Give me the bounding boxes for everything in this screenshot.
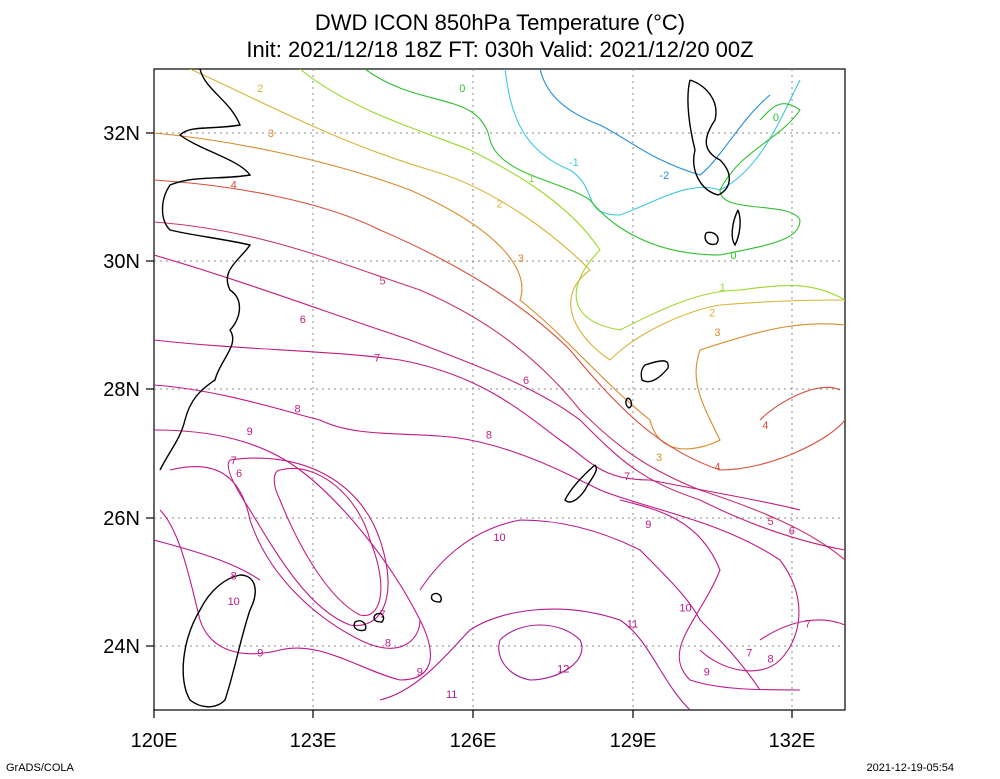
map-title: DWD ICON 850hPa Temperature (°C) <box>314 10 686 35</box>
isotherm-eleven <box>379 608 691 710</box>
contour-label: 9 <box>417 667 423 679</box>
x-tick-label: 129E <box>610 730 657 752</box>
x-tick-label: 120E <box>131 730 178 752</box>
contour-label: 10 <box>679 602 691 614</box>
contour-label: 0 <box>773 112 779 124</box>
isotherm-two <box>189 69 845 361</box>
isotherm-one <box>299 69 845 331</box>
contour-label: 1 <box>528 173 534 185</box>
isotherm-twelve <box>498 624 583 681</box>
isotherm-ten <box>154 519 761 691</box>
contour-label: 2 <box>257 83 263 95</box>
contour-label: 4 <box>762 420 768 432</box>
isotherm-eight <box>154 384 800 672</box>
contour-label: 1 <box>720 282 726 294</box>
contour-label: 10 <box>493 532 505 544</box>
china-coast <box>159 69 252 471</box>
contour-labels: -2-1000112223333444556666777777888889999… <box>228 83 811 701</box>
contour-label: 6 <box>523 375 529 387</box>
kyushu-coast <box>687 79 730 196</box>
isotherm-minus1 <box>504 69 801 216</box>
contour-label: 8 <box>294 404 300 416</box>
contour-label: 7 <box>805 619 811 631</box>
y-tick-label: 28N <box>103 379 140 401</box>
ishigaki-coast <box>353 612 385 632</box>
contour-label: 3 <box>268 128 274 140</box>
contour-label: 11 <box>446 689 457 701</box>
isotherm-seven <box>154 339 845 641</box>
contour-label: 6 <box>789 526 795 538</box>
contour-label: 9 <box>257 647 263 659</box>
contour-label: 7 <box>231 455 237 467</box>
contour-label: 0 <box>730 250 736 262</box>
isotherm-nine <box>154 429 801 691</box>
contour-label: 5 <box>380 276 386 288</box>
y-tick-label: 32N <box>103 123 140 145</box>
contour-label: 10 <box>228 596 240 608</box>
taiwan-coast <box>182 574 256 708</box>
contour-label: 8 <box>486 429 492 441</box>
contour-label: 3 <box>656 452 662 464</box>
isotherm-three <box>154 132 845 450</box>
isotherm-six <box>154 254 845 617</box>
isotherm-five <box>154 221 845 561</box>
contour-label: 8 <box>385 638 391 650</box>
isotherm-zero <box>364 69 801 256</box>
contour-label: 8 <box>231 570 237 582</box>
x-tick-label: 126E <box>450 730 497 752</box>
contour-label: 9 <box>247 426 253 438</box>
contour-label: 6 <box>236 468 242 480</box>
footer-credit: GrADS/COLA <box>6 762 74 774</box>
miyako-coast <box>430 592 442 603</box>
contour-label: 4 <box>231 179 237 191</box>
y-tick-label: 30N <box>103 251 140 273</box>
isotherm-minus2 <box>539 69 771 176</box>
contour-label: -2 <box>659 170 669 182</box>
contour-label: 3 <box>714 327 720 339</box>
grid-lines <box>154 69 845 710</box>
y-tick-label: 24N <box>103 636 140 658</box>
contour-label: 7 <box>624 471 630 483</box>
contour-label: 8 <box>768 654 774 666</box>
contour-label: 2 <box>709 308 715 320</box>
isotherm-lines <box>154 69 845 710</box>
x-tick-label: 123E <box>290 730 337 752</box>
contour-label: 7 <box>746 647 752 659</box>
contour-label: 12 <box>557 663 569 675</box>
contour-label: 0 <box>459 83 465 95</box>
daito-coast <box>625 397 633 409</box>
contour-label: 4 <box>714 461 720 473</box>
contour-label: 7 <box>374 352 380 364</box>
contour-label: 9 <box>704 667 710 679</box>
contour-label: 3 <box>518 253 524 265</box>
okinawa-coast <box>564 464 597 503</box>
contour-label: 7 <box>380 609 386 621</box>
footer-timestamp: 2021-12-19-05:54 <box>866 762 954 774</box>
x-tick-label: 132E <box>769 730 816 752</box>
contour-label: 11 <box>627 619 638 631</box>
tick-marks <box>146 132 793 718</box>
yakushima-coast <box>704 231 719 246</box>
tanegashima-coast <box>731 209 741 247</box>
contour-label: 6 <box>300 314 306 326</box>
amami-coast <box>640 360 669 383</box>
coastlines <box>159 69 741 708</box>
contour-label: 5 <box>768 516 774 528</box>
map-subtitle: Init: 2021/12/18 18Z FT: 030h Valid: 202… <box>246 37 754 62</box>
contour-label: 2 <box>496 199 502 211</box>
isotherm-four <box>154 179 845 471</box>
y-tick-label: 26N <box>103 508 140 530</box>
contour-label: -1 <box>569 157 579 169</box>
contour-label: 9 <box>645 519 651 531</box>
